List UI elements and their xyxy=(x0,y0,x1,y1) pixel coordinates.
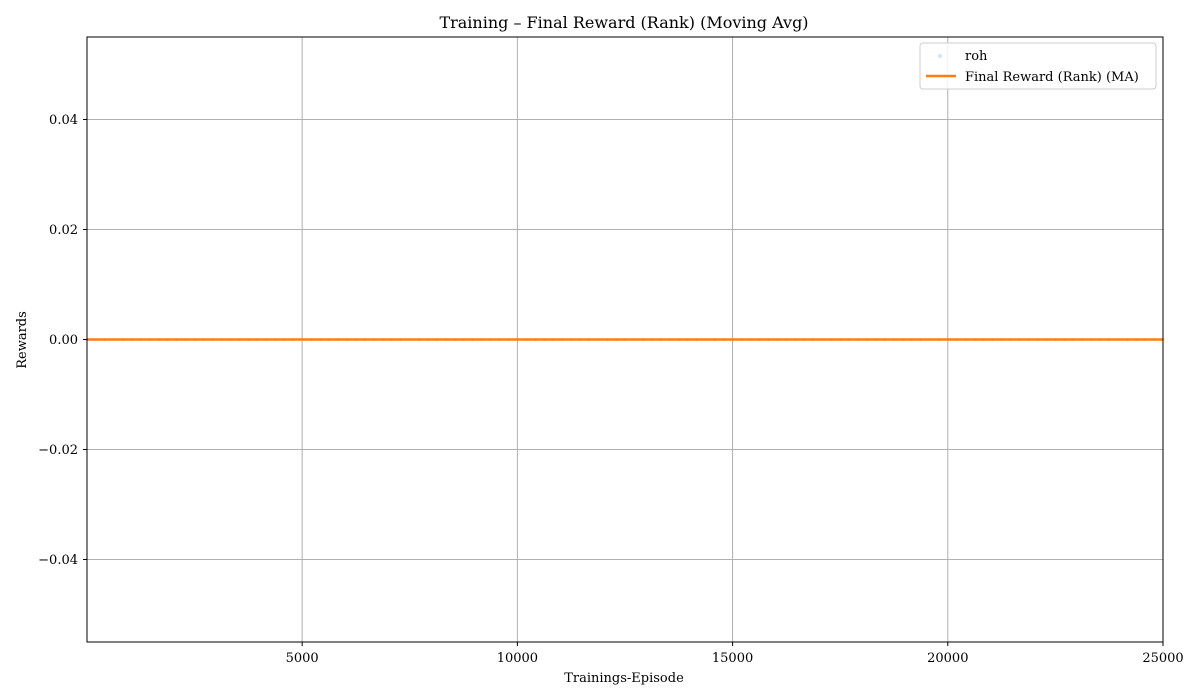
x-tick-label: 10000 xyxy=(497,651,538,666)
x-tick-label: 15000 xyxy=(712,651,753,666)
x-axis-ticks: 5000 10000 15000 20000 25000 xyxy=(286,642,1184,666)
y-tick-label: 0.04 xyxy=(49,113,78,128)
x-tick-label: 5000 xyxy=(286,651,319,666)
legend-label-moving-average: Final Reward (Rank) (MA) xyxy=(965,70,1139,85)
y-tick-label: 0.00 xyxy=(49,333,78,348)
y-tick-label: −0.02 xyxy=(38,443,78,458)
legend-box xyxy=(919,42,1157,90)
legend-label-roh: roh xyxy=(965,49,988,64)
y-tick-label: 0.02 xyxy=(49,223,78,238)
series-layer xyxy=(85,337,1165,342)
chart-title: Training – Final Reward (Rank) (Moving A… xyxy=(439,13,808,32)
y-tick-label: −0.04 xyxy=(38,553,78,568)
legend: roh Final Reward (Rank) (MA) xyxy=(919,42,1157,90)
legend-marker-roh xyxy=(938,54,942,58)
x-axis-label: Trainings-Episode xyxy=(564,671,684,686)
y-axis-ticks: −0.04 −0.02 0.00 0.02 0.04 xyxy=(38,113,87,568)
x-tick-label: 25000 xyxy=(1142,651,1183,666)
x-tick-label: 20000 xyxy=(927,651,968,666)
y-axis-label: Rewards xyxy=(15,311,30,369)
